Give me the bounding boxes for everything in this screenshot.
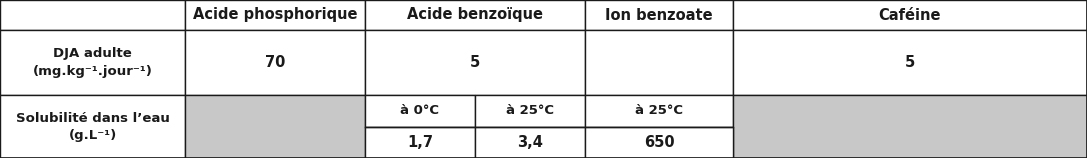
Bar xyxy=(0,30,185,95)
Text: 3,4: 3,4 xyxy=(517,135,542,150)
Text: 650: 650 xyxy=(644,135,674,150)
Bar xyxy=(733,95,1087,158)
Text: 70: 70 xyxy=(265,55,285,70)
Text: Acide phosphorique: Acide phosphorique xyxy=(192,7,358,22)
Text: Caféine: Caféine xyxy=(878,7,941,22)
Text: 5: 5 xyxy=(904,55,915,70)
Bar xyxy=(475,95,585,127)
Bar xyxy=(185,30,365,95)
Bar xyxy=(585,127,733,158)
Text: DJA adulte
(mg.kg⁻¹.jour⁻¹): DJA adulte (mg.kg⁻¹.jour⁻¹) xyxy=(33,48,152,78)
Bar xyxy=(733,0,1087,30)
Bar xyxy=(365,127,475,158)
Bar xyxy=(365,95,475,127)
Bar xyxy=(585,0,733,30)
Bar xyxy=(185,95,365,158)
Bar xyxy=(0,0,185,30)
Bar xyxy=(0,95,185,158)
Bar xyxy=(365,30,585,95)
Text: Ion benzoate: Ion benzoate xyxy=(605,7,713,22)
Bar xyxy=(585,95,733,127)
Text: 1,7: 1,7 xyxy=(407,135,433,150)
Bar xyxy=(185,0,365,30)
Text: Acide benzoïque: Acide benzoïque xyxy=(407,7,544,22)
Bar xyxy=(733,30,1087,95)
Text: à 0°C: à 0°C xyxy=(400,104,439,118)
Text: à 25°C: à 25°C xyxy=(507,104,554,118)
Bar xyxy=(365,0,585,30)
Bar xyxy=(585,30,733,95)
Text: à 25°C: à 25°C xyxy=(635,104,683,118)
Text: 5: 5 xyxy=(470,55,480,70)
Bar xyxy=(475,127,585,158)
Text: Solubilité dans l’eau
(g.L⁻¹): Solubilité dans l’eau (g.L⁻¹) xyxy=(15,112,170,142)
